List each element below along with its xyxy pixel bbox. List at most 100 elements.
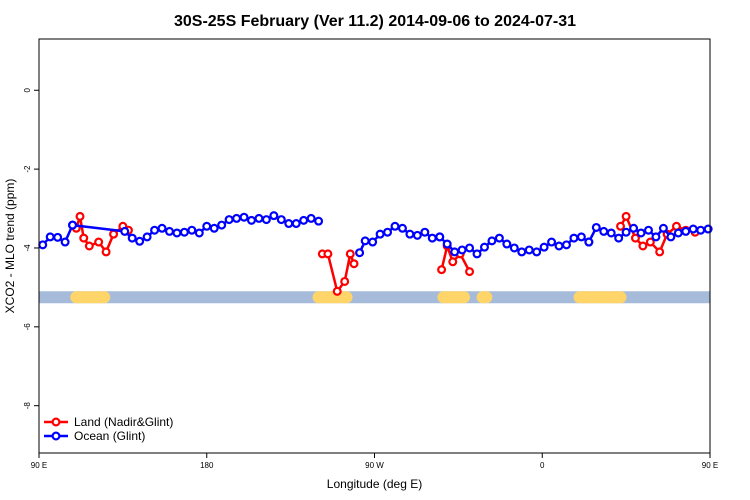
data-point <box>472 249 482 259</box>
data-point <box>420 227 430 237</box>
y-tick-label: -8 <box>23 402 32 410</box>
data-point <box>591 222 601 232</box>
data-point <box>465 267 475 277</box>
data-point <box>651 232 661 242</box>
y-tick-label: 0 <box>23 87 32 92</box>
y-tick-label: -4 <box>23 244 32 252</box>
data-point <box>109 229 119 239</box>
data-point <box>405 229 415 239</box>
data-point <box>383 227 393 237</box>
x-tick-label: 180 <box>200 461 214 470</box>
data-point <box>254 213 264 223</box>
data-point <box>239 212 249 222</box>
data-point <box>427 233 437 243</box>
data-point <box>269 211 279 221</box>
data-point <box>60 237 70 247</box>
data-point <box>45 232 55 242</box>
data-point <box>276 215 286 225</box>
data-point <box>666 232 676 242</box>
y-axis-label: XCO2 - MLO trend (ppm) <box>3 179 17 314</box>
data-point <box>332 286 342 296</box>
y-tick-label: -6 <box>23 323 32 331</box>
data-point <box>494 233 504 243</box>
x-tick-label: 90 E <box>702 461 718 470</box>
data-point <box>202 221 212 231</box>
data-point <box>636 228 646 238</box>
data-point <box>638 241 648 251</box>
data-point <box>142 232 152 242</box>
data-point <box>340 276 350 286</box>
data-point <box>629 223 639 233</box>
series-layer <box>38 211 713 296</box>
data-point <box>688 224 698 234</box>
data-point <box>101 247 111 257</box>
data-point <box>349 259 359 269</box>
legend-marker <box>51 417 61 427</box>
data-point <box>465 243 475 253</box>
data-point <box>79 233 89 243</box>
legend-marker <box>51 431 61 441</box>
data-point <box>681 226 691 236</box>
data-point <box>187 225 197 235</box>
data-point <box>75 211 85 221</box>
data-point <box>532 247 542 257</box>
legend: Land (Nadir&Glint)Ocean (Glint) <box>44 415 173 443</box>
data-point <box>616 221 626 231</box>
data-point <box>643 225 653 235</box>
data-point <box>84 241 94 251</box>
data-point <box>360 236 370 246</box>
data-point <box>509 243 519 253</box>
x-tick-label: 90 W <box>365 461 384 470</box>
data-point <box>164 226 174 236</box>
data-point <box>53 232 63 242</box>
data-point <box>479 242 489 252</box>
data-point <box>94 237 104 247</box>
data-point <box>355 248 365 258</box>
data-point <box>368 237 378 247</box>
data-point <box>179 227 189 237</box>
data-point <box>314 216 324 226</box>
data-point <box>217 220 227 230</box>
legend-label: Ocean (Glint) <box>74 429 145 443</box>
data-point <box>569 233 579 243</box>
x-tick-label: 90 E <box>31 461 47 470</box>
data-point <box>38 240 48 250</box>
data-point <box>487 236 497 246</box>
data-point <box>621 227 631 237</box>
data-point <box>655 247 665 257</box>
data-point <box>157 223 167 233</box>
data-point <box>502 239 512 249</box>
series-land <box>71 211 700 296</box>
data-point <box>120 226 130 236</box>
data-point <box>135 236 145 246</box>
data-point <box>561 240 571 250</box>
legend-label: Land (Nadir&Glint) <box>74 415 173 429</box>
data-point <box>614 233 624 243</box>
data-point <box>412 230 422 240</box>
data-point <box>291 219 301 229</box>
data-point <box>606 228 616 238</box>
data-point <box>437 265 447 275</box>
data-point <box>457 245 467 255</box>
data-point <box>224 215 234 225</box>
data-point <box>450 247 460 257</box>
data-point <box>448 257 458 267</box>
data-point <box>345 249 355 259</box>
data-point <box>599 226 609 236</box>
series-ocean <box>38 211 713 259</box>
data-point <box>150 225 160 235</box>
data-point <box>68 220 78 230</box>
data-point <box>172 228 182 238</box>
data-point <box>232 213 242 223</box>
data-point <box>658 223 668 233</box>
data-point <box>306 213 316 223</box>
data-point <box>209 223 219 233</box>
data-point <box>127 233 137 243</box>
data-point <box>261 215 271 225</box>
data-point <box>645 237 655 247</box>
data-point <box>397 223 407 233</box>
x-tick-label: 0 <box>540 461 545 470</box>
x-axis-label: Longitude (deg E) <box>327 477 422 491</box>
data-point <box>673 228 683 238</box>
